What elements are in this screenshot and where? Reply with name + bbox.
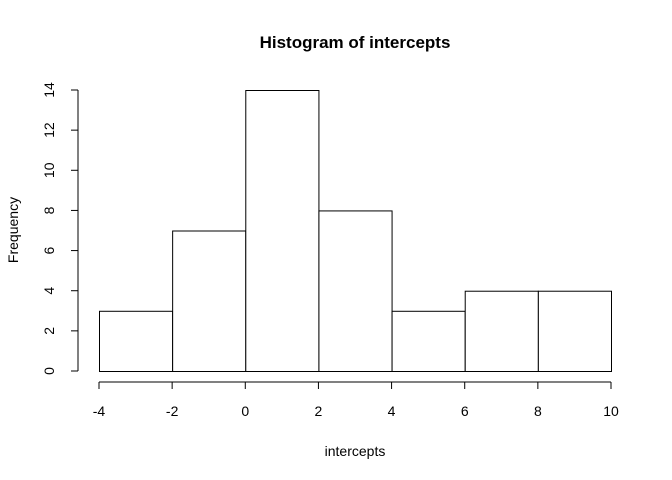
x-tick-label: -4 — [93, 403, 106, 419]
x-tick-label: -2 — [166, 403, 179, 419]
x-tick-label: 6 — [461, 403, 469, 419]
y-tick-label: 12 — [41, 122, 57, 138]
y-tick-label: 10 — [41, 162, 57, 178]
y-tick-label: 14 — [41, 82, 57, 98]
x-axis: -4 -2 0 2 4 6 8 10 — [93, 381, 619, 419]
x-tick-label: 10 — [603, 403, 619, 419]
x-axis-title: intercepts — [325, 443, 386, 459]
y-tick-label: 6 — [41, 246, 57, 254]
x-tick-label: 0 — [241, 403, 249, 419]
y-tick-label: 2 — [41, 327, 57, 335]
x-tick-label: 8 — [534, 403, 542, 419]
histogram-bar-0 — [99, 310, 174, 372]
histogram-bar-1 — [172, 230, 247, 372]
histogram-bar-5 — [464, 290, 539, 373]
histogram-bar-2 — [245, 90, 320, 372]
histogram-bar-6 — [537, 290, 612, 373]
histogram-bar-4 — [391, 310, 466, 372]
y-tick-label: 4 — [41, 287, 57, 295]
x-tick-label: 4 — [388, 403, 396, 419]
y-axis: 0 2 4 6 8 10 12 14 — [41, 82, 79, 375]
y-axis-title: Frequency — [5, 197, 21, 263]
y-tick-label: 0 — [41, 367, 57, 375]
x-tick-label: 2 — [315, 403, 323, 419]
y-tick-label: 8 — [41, 206, 57, 214]
histogram-bar-3 — [318, 210, 393, 372]
histogram-bars — [99, 90, 612, 373]
chart-title: Histogram of intercepts — [260, 33, 451, 52]
